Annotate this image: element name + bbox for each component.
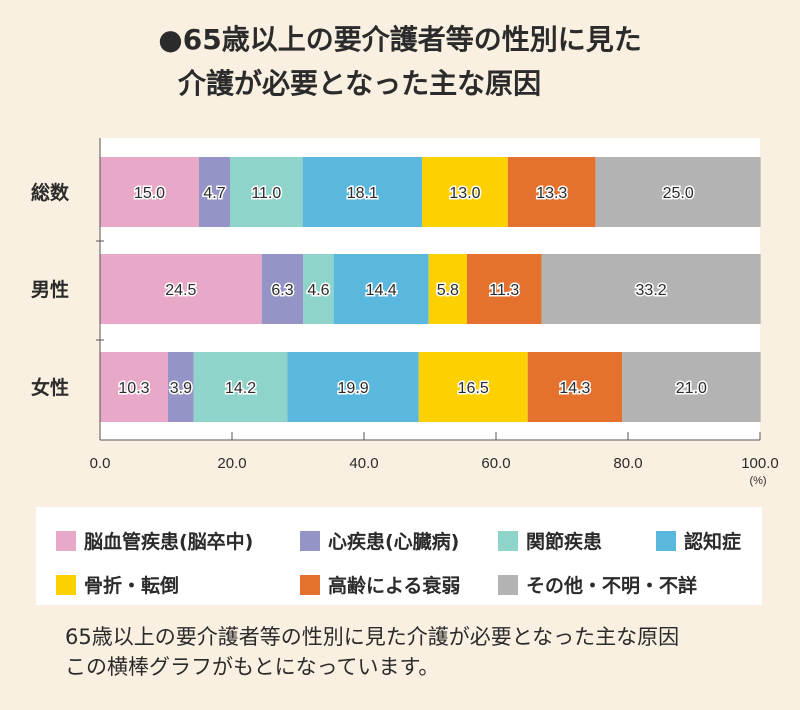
caption: 65歳以上の要介護者等の性別に見た介護が必要となった主な原因 この横棒グラフがも… <box>65 622 679 682</box>
x-unit-label: (%) <box>749 475 766 487</box>
stacked-bar-chart: 15.0 4.7 11.0 18.1 13.0 13.3 25.0 総数 24.5 6.3 4.6 1… <box>31 138 779 487</box>
x-tick-label: 100.0 <box>741 455 779 472</box>
bar-value-label: 33.2 <box>636 282 667 299</box>
bar-segment <box>507 157 596 227</box>
bar-value-label: 4.6 <box>307 282 329 299</box>
legend-item: 脳血管疾患(脳卒中) <box>56 527 253 554</box>
bar-value-label: 15.0 <box>134 185 165 202</box>
chart-title-line2: 介護が必要となった主な原因 <box>178 67 542 100</box>
legend-swatch <box>56 574 76 595</box>
legend-label: 骨折・転倒 <box>84 575 180 597</box>
legend-item: 心疾患(心臓病) <box>300 527 459 554</box>
bar-segment <box>302 157 423 227</box>
bar-value-label: 24.5 <box>165 282 196 299</box>
bar-value-label: 25.0 <box>663 185 694 202</box>
x-tick-label: 80.0 <box>613 455 642 472</box>
bar-value-label: 4.7 <box>203 185 225 202</box>
caption-line2: この横棒グラフがもとになっています。 <box>65 655 440 679</box>
bar-value-label: 13.0 <box>449 185 480 202</box>
bar-value-label: 6.3 <box>271 282 293 299</box>
legend-label: 関節疾患 <box>526 531 603 553</box>
bar-segment <box>193 352 288 422</box>
bar-value-label: 11.3 <box>489 282 519 299</box>
bar-value-label: 14.3 <box>559 380 590 397</box>
legend-swatch <box>300 530 320 551</box>
bar-value-label: 18.1 <box>347 185 378 202</box>
bar-value-label: 14.4 <box>366 282 397 299</box>
bar-value-label: 11.0 <box>251 185 281 202</box>
legend-label: その他・不明・不詳 <box>526 575 698 597</box>
legend-swatch <box>498 530 518 551</box>
bar-value-label: 19.9 <box>338 380 369 397</box>
bar-segment <box>100 254 262 324</box>
legend-item: 骨折・転倒 <box>56 571 179 598</box>
bar-segment <box>100 352 168 422</box>
category-label: 女性 <box>31 376 69 399</box>
bar-value-label: 21.0 <box>676 380 707 397</box>
bar-segment <box>527 352 623 422</box>
bar-value-label: 14.2 <box>225 380 256 397</box>
chart-title: ●65歳以上の要介護者等の性別に見た 介護が必要となった主な原因 <box>0 18 800 106</box>
bar-segment <box>418 352 528 422</box>
legend-item: 認知症 <box>656 527 741 554</box>
bar-segment <box>428 254 467 324</box>
bar-value-label: 16.5 <box>458 380 489 397</box>
bar-value-label: 10.3 <box>118 380 149 397</box>
caption-line1: 65歳以上の要介護者等の性別に見た介護が必要となった主な原因 <box>65 625 680 649</box>
x-tick-label: 0.0 <box>90 455 111 472</box>
bar-segment <box>303 254 334 324</box>
chart-legend: 脳血管疾患(脳卒中) 心疾患(心臓病) 関節疾患 認知症骨折・転倒 高齢による衰弱 その他… <box>36 507 762 605</box>
legend-item: 高齢による衰弱 <box>300 571 460 598</box>
legend-label: 脳血管疾患(脳卒中) <box>84 531 254 553</box>
category-label: 男性 <box>31 278 69 301</box>
bar-segment <box>199 157 231 227</box>
legend-label: 高齢による衰弱 <box>328 575 461 597</box>
x-tick-label: 40.0 <box>349 455 378 472</box>
bar-value-label: 13.3 <box>536 185 567 202</box>
legend-swatch <box>300 574 320 595</box>
legend-swatch <box>56 530 76 551</box>
bar-segment <box>466 254 542 324</box>
bar-segment <box>333 254 429 324</box>
bar-segment <box>100 157 199 227</box>
bar-segment <box>541 254 761 324</box>
legend-item: その他・不明・不詳 <box>498 571 697 598</box>
chart-title-line1: ●65歳以上の要介護者等の性別に見た <box>158 23 642 56</box>
bar-segment <box>595 157 761 227</box>
bar-segment <box>622 352 761 422</box>
bar-segment <box>422 157 508 227</box>
bar-segment <box>261 254 304 324</box>
legend-label: 認知症 <box>684 531 742 553</box>
bar-segment <box>230 157 303 227</box>
legend-swatch <box>498 574 518 595</box>
legend-item: 関節疾患 <box>498 527 602 554</box>
category-label: 総数 <box>31 181 70 204</box>
x-tick-label: 20.0 <box>217 455 246 472</box>
bar-value-label: 5.8 <box>437 282 459 299</box>
legend-label: 心疾患(心臓病) <box>328 531 460 553</box>
legend-swatch <box>656 530 676 551</box>
x-tick-label: 60.0 <box>481 455 510 472</box>
bar-segment <box>287 352 419 422</box>
bar-segment <box>167 352 194 422</box>
bar-value-label: 3.9 <box>170 380 192 397</box>
